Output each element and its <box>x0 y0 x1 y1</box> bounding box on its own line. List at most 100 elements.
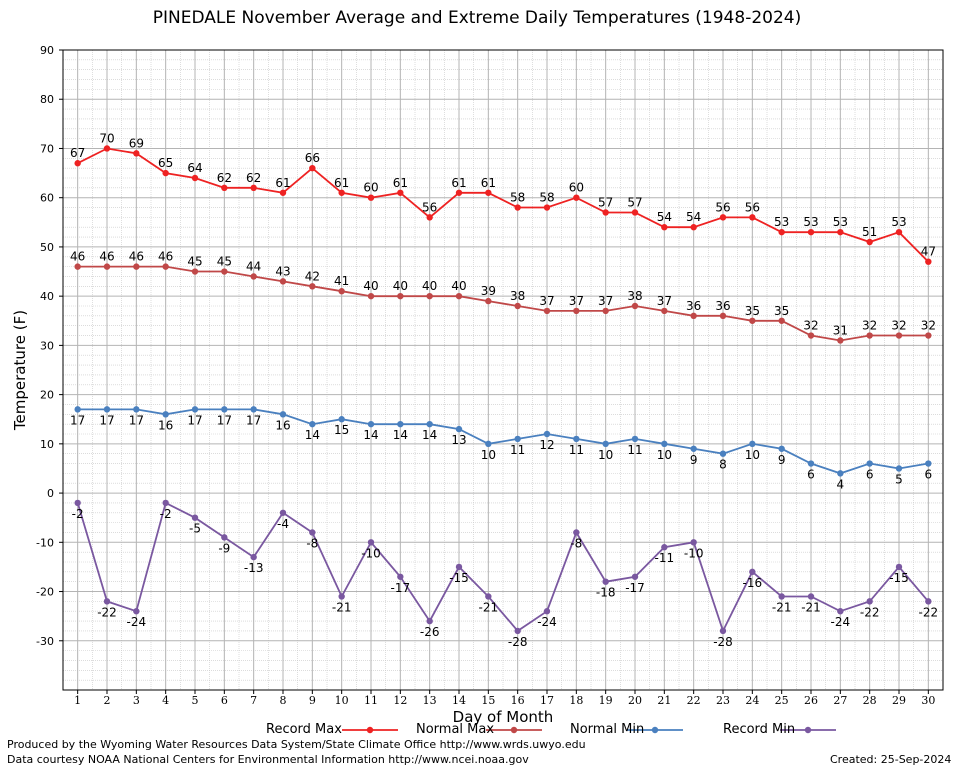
x-tick-label: 27 <box>833 694 847 707</box>
x-axis-label: Day of Month <box>453 708 554 726</box>
data-label-record-min: -28 <box>508 635 528 649</box>
data-label-normal-max: 32 <box>891 319 906 333</box>
footer-produced-by: Produced by the Wyoming Water Resources … <box>7 738 586 751</box>
data-label-record-max: 60 <box>363 181 378 195</box>
data-label-record-max: 61 <box>451 176 466 190</box>
data-label-record-max: 56 <box>422 200 437 214</box>
data-point-record-max <box>925 258 932 265</box>
data-point-record-min <box>719 627 727 635</box>
data-point-record-min <box>749 568 756 576</box>
data-point-record-min <box>250 553 257 561</box>
data-label-normal-min: 13 <box>451 433 466 447</box>
data-label-record-min: -22 <box>860 605 880 619</box>
data-point-record-max <box>103 145 111 152</box>
data-point-normal-max <box>631 302 639 310</box>
data-label-normal-min: 16 <box>275 418 290 432</box>
data-point-normal-max <box>749 317 756 324</box>
data-point-record-min <box>866 598 873 605</box>
data-point-normal-max <box>455 292 463 300</box>
data-point-normal-max <box>543 307 551 315</box>
data-label-normal-min: 17 <box>246 413 261 427</box>
data-label-normal-max: 40 <box>451 279 466 293</box>
data-point-record-max <box>74 160 81 167</box>
x-tick-label: 2 <box>104 694 111 707</box>
data-point-record-max <box>749 214 756 221</box>
data-point-normal-min <box>807 460 815 467</box>
data-point-record-min <box>485 593 492 600</box>
data-point-record-max <box>543 204 551 211</box>
data-point-record-max <box>162 169 169 177</box>
data-point-normal-min <box>895 465 903 472</box>
data-label-normal-min: 6 <box>807 468 815 482</box>
data-point-normal-min <box>397 420 404 428</box>
legend-swatch-marker <box>651 726 659 734</box>
data-label-record-max: 53 <box>833 215 848 229</box>
data-label-normal-max: 46 <box>158 250 173 264</box>
data-point-record-min <box>455 563 463 571</box>
data-label-normal-max: 31 <box>833 323 848 337</box>
data-point-normal-max <box>279 278 287 285</box>
x-tick-label: 6 <box>221 694 228 707</box>
data-point-normal-max <box>309 283 316 290</box>
y-tick-label: 70 <box>40 142 54 155</box>
data-point-record-min <box>221 534 228 541</box>
x-tick-label: 14 <box>452 694 466 707</box>
data-point-normal-min <box>543 430 551 438</box>
data-point-normal-max <box>103 263 111 270</box>
y-tick-label: 90 <box>40 44 54 57</box>
data-label-normal-min: 6 <box>866 468 874 482</box>
x-tick-label: 10 <box>335 694 349 707</box>
data-point-normal-min <box>309 420 316 428</box>
data-point-record-max <box>573 194 580 201</box>
data-point-record-max <box>514 204 521 211</box>
data-point-record-max <box>367 194 375 201</box>
chart-title: PINEDALE November Average and Extreme Da… <box>152 8 802 28</box>
data-label-record-max: 53 <box>803 215 818 229</box>
data-label-normal-max: 40 <box>422 279 437 293</box>
y-tick-label: -30 <box>36 635 54 648</box>
data-point-record-max <box>309 164 316 172</box>
data-label-normal-min: 5 <box>895 472 903 486</box>
y-tick-label: -10 <box>36 536 54 549</box>
data-label-normal-max: 37 <box>539 294 554 308</box>
data-label-normal-max: 39 <box>481 284 496 298</box>
data-label-record-max: 56 <box>715 200 730 214</box>
data-label-normal-min: 11 <box>627 443 642 457</box>
data-label-record-min: -26 <box>420 625 440 639</box>
data-point-normal-max <box>866 332 873 339</box>
data-label-record-max: 67 <box>70 146 85 160</box>
data-label-record-min: -10 <box>684 546 704 560</box>
data-label-normal-min: 14 <box>363 428 378 442</box>
data-label-record-max: 57 <box>627 195 642 209</box>
data-label-record-min: -24 <box>831 615 851 629</box>
data-point-record-max <box>631 209 639 216</box>
data-label-normal-min: 6 <box>925 468 933 482</box>
data-label-normal-max: 36 <box>715 299 730 313</box>
data-label-record-max: 62 <box>246 171 261 185</box>
data-label-record-min: -17 <box>391 581 411 595</box>
data-label-record-max: 69 <box>129 136 144 150</box>
data-label-normal-min: 8 <box>719 458 727 472</box>
data-point-record-max <box>485 189 492 196</box>
data-point-record-max <box>191 174 199 182</box>
x-tick-label: 25 <box>775 694 789 707</box>
data-point-record-min <box>426 617 433 625</box>
data-label-normal-max: 40 <box>363 279 378 293</box>
footer-created-date: Created: 25-Sep-2024 <box>830 753 952 766</box>
series-line-record-min <box>76 501 929 634</box>
data-point-normal-min <box>514 435 521 443</box>
series-line-normal-min <box>77 408 929 475</box>
data-label-normal-min: 4 <box>837 477 845 491</box>
y-tick-label: 80 <box>40 93 54 106</box>
data-label-normal-min: 17 <box>70 413 85 427</box>
data-point-normal-max <box>485 297 492 305</box>
data-point-normal-max <box>191 268 199 275</box>
data-point-record-min <box>690 539 697 546</box>
legend-label-normal-min: Normal Min <box>570 722 645 737</box>
data-label-record-min: -13 <box>244 561 264 575</box>
data-label-record-max: 62 <box>217 171 232 185</box>
data-point-record-min <box>895 563 903 571</box>
data-label-record-min: -8 <box>306 536 318 550</box>
data-label-normal-max: 40 <box>393 279 408 293</box>
legend-label-normal-max: Normal Max <box>416 722 495 737</box>
